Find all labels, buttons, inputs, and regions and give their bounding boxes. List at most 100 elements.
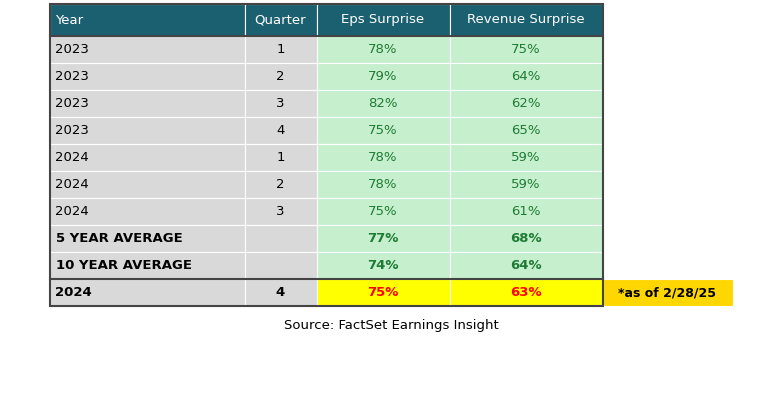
Bar	[245, 279, 317, 306]
Bar	[450, 63, 602, 90]
Bar	[317, 63, 450, 90]
Text: Year: Year	[56, 13, 84, 27]
Bar	[602, 225, 733, 252]
Text: 75%: 75%	[368, 124, 398, 137]
Bar	[317, 225, 450, 252]
Text: 59%: 59%	[511, 151, 540, 164]
Bar	[49, 252, 245, 279]
Text: 82%: 82%	[368, 97, 398, 110]
Text: 2024: 2024	[56, 205, 89, 218]
Bar	[245, 36, 317, 63]
Bar	[245, 171, 317, 198]
Bar	[602, 144, 733, 171]
Text: Quarter: Quarter	[255, 13, 307, 27]
Text: 78%: 78%	[368, 43, 398, 56]
Text: 2: 2	[276, 70, 285, 83]
Text: Revenue Surprise: Revenue Surprise	[467, 13, 585, 27]
Bar	[317, 4, 450, 36]
Bar	[49, 279, 245, 306]
Text: 5 YEAR AVERAGE: 5 YEAR AVERAGE	[56, 232, 182, 245]
Text: 2024: 2024	[56, 286, 92, 299]
Text: 78%: 78%	[368, 151, 398, 164]
Text: 64%: 64%	[510, 259, 542, 272]
Bar	[450, 4, 602, 36]
Text: 61%: 61%	[511, 205, 540, 218]
Bar	[49, 4, 602, 306]
Text: 1: 1	[276, 43, 285, 56]
Text: 2023: 2023	[56, 70, 89, 83]
Bar	[602, 36, 733, 63]
Bar	[450, 36, 602, 63]
Bar	[49, 63, 245, 90]
Bar	[49, 4, 245, 36]
Text: 63%: 63%	[510, 286, 542, 299]
Bar	[317, 171, 450, 198]
Text: 65%: 65%	[511, 124, 540, 137]
Text: 75%: 75%	[368, 205, 398, 218]
Bar	[245, 90, 317, 117]
Text: 2023: 2023	[56, 124, 89, 137]
Bar	[317, 90, 450, 117]
Bar	[450, 171, 602, 198]
Bar	[49, 117, 245, 144]
Bar	[602, 4, 733, 36]
Bar	[245, 198, 317, 225]
Text: *as of 2/28/25: *as of 2/28/25	[619, 286, 716, 299]
Bar	[450, 225, 602, 252]
Bar	[317, 117, 450, 144]
Bar	[450, 252, 602, 279]
Bar	[245, 144, 317, 171]
Bar	[450, 279, 602, 306]
Bar	[49, 36, 245, 63]
Text: 3: 3	[276, 205, 285, 218]
Text: 68%: 68%	[510, 232, 542, 245]
Text: 2024: 2024	[56, 151, 89, 164]
Bar	[317, 279, 450, 306]
Bar	[317, 252, 450, 279]
Bar	[450, 144, 602, 171]
Text: 64%: 64%	[511, 70, 540, 83]
Bar	[245, 225, 317, 252]
Bar	[450, 117, 602, 144]
Text: 79%: 79%	[368, 70, 398, 83]
Bar	[602, 198, 733, 225]
Bar	[245, 252, 317, 279]
Bar	[602, 90, 733, 117]
Bar	[49, 90, 245, 117]
Bar	[602, 279, 733, 306]
Bar	[49, 198, 245, 225]
Bar	[602, 252, 733, 279]
Text: 4: 4	[276, 286, 285, 299]
Bar	[49, 225, 245, 252]
Bar	[317, 144, 450, 171]
Text: 77%: 77%	[368, 232, 399, 245]
Text: 4: 4	[276, 124, 285, 137]
Bar	[450, 90, 602, 117]
Bar	[245, 63, 317, 90]
Text: 75%: 75%	[511, 43, 541, 56]
Text: Eps Surprise: Eps Surprise	[342, 13, 425, 27]
Text: 1: 1	[276, 151, 285, 164]
Text: 2: 2	[276, 178, 285, 191]
Bar	[602, 63, 733, 90]
Text: 3: 3	[276, 97, 285, 110]
Text: 62%: 62%	[511, 97, 540, 110]
Text: Source: FactSet Earnings Insight: Source: FactSet Earnings Insight	[284, 318, 498, 331]
Bar	[49, 171, 245, 198]
Text: 59%: 59%	[511, 178, 540, 191]
Bar	[49, 144, 245, 171]
Bar	[245, 117, 317, 144]
Bar	[317, 198, 450, 225]
Text: 75%: 75%	[368, 286, 399, 299]
Text: 2023: 2023	[56, 97, 89, 110]
Text: 74%: 74%	[368, 259, 399, 272]
Text: 2024: 2024	[56, 178, 89, 191]
Text: 78%: 78%	[368, 178, 398, 191]
Bar	[602, 171, 733, 198]
Text: 10 YEAR AVERAGE: 10 YEAR AVERAGE	[56, 259, 192, 272]
Bar	[317, 36, 450, 63]
Bar	[450, 198, 602, 225]
Text: 2023: 2023	[56, 43, 89, 56]
Bar	[602, 117, 733, 144]
Bar	[245, 4, 317, 36]
